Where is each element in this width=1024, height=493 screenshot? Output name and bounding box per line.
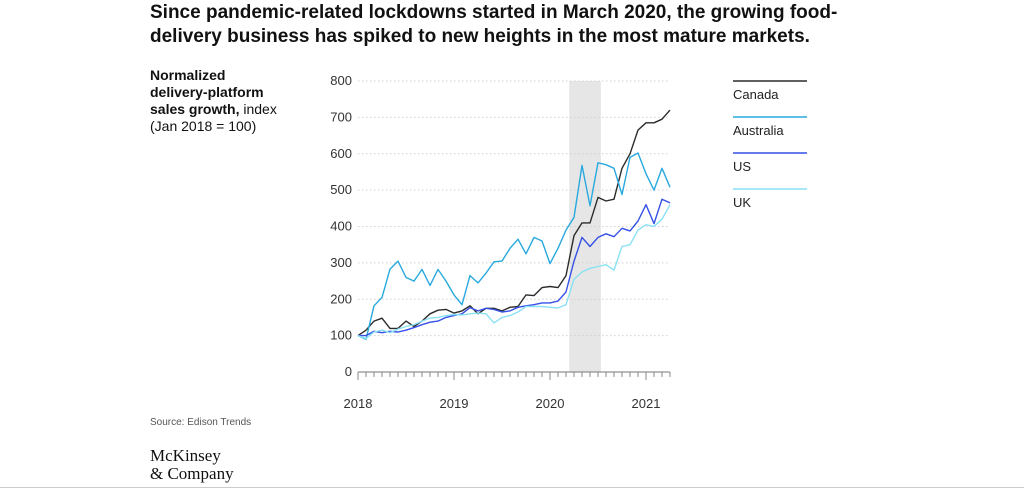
legend-label-us: US	[733, 159, 751, 174]
source-note: Source: Edison Trends	[150, 417, 252, 428]
y-tick-label-200: 200	[330, 291, 352, 306]
mckinsey-logo: McKinsey & Company	[150, 447, 234, 483]
x-tick-label-2019: 2019	[440, 396, 469, 411]
series-line-us	[358, 198, 671, 337]
y-tick-label-800: 800	[330, 73, 352, 88]
series-line-uk	[357, 204, 671, 340]
y-tick-label-300: 300	[330, 255, 352, 270]
y-axis-label-line-1: Normalized	[150, 67, 226, 83]
y-tick-label-700: 700	[330, 109, 352, 124]
logo-line-1: McKinsey	[150, 446, 221, 465]
y-tick-label-100: 100	[330, 328, 352, 343]
bottom-divider	[0, 487, 1024, 488]
legend-label-uk: UK	[733, 195, 751, 210]
y-axis-label: Normalized delivery-platform sales growt…	[150, 67, 320, 135]
y-tick-label-500: 500	[330, 182, 352, 197]
logo-line-2: & Company	[150, 464, 234, 483]
y-axis-label-line-3: sales growth, index	[150, 101, 277, 117]
series-line-canada	[357, 109, 671, 337]
y-axis-label-line-2: delivery-platform	[150, 84, 264, 100]
x-tick-label-2021: 2021	[632, 396, 661, 411]
legend-label-canada: Canada	[733, 87, 779, 102]
x-tick-label-2018: 2018	[344, 396, 373, 411]
y-tick-label-600: 600	[330, 146, 352, 161]
legend-label-australia: Australia	[733, 123, 784, 138]
y-axis-label-line-4: (Jan 2018 = 100)	[150, 118, 257, 134]
y-tick-label-400: 400	[330, 219, 352, 234]
chart-title-line-1: Since pandemic-related lockdowns started…	[150, 2, 838, 23]
x-tick-label-2020: 2020	[536, 396, 565, 411]
chart-title-line-2: delivery business has spiked to new heig…	[150, 26, 810, 47]
chart-title: Since pandemic-related lockdowns started…	[150, 1, 870, 49]
y-tick-label-0: 0	[345, 364, 352, 379]
lockdown-highlight-band	[569, 81, 601, 372]
series-line-australia	[357, 152, 671, 340]
